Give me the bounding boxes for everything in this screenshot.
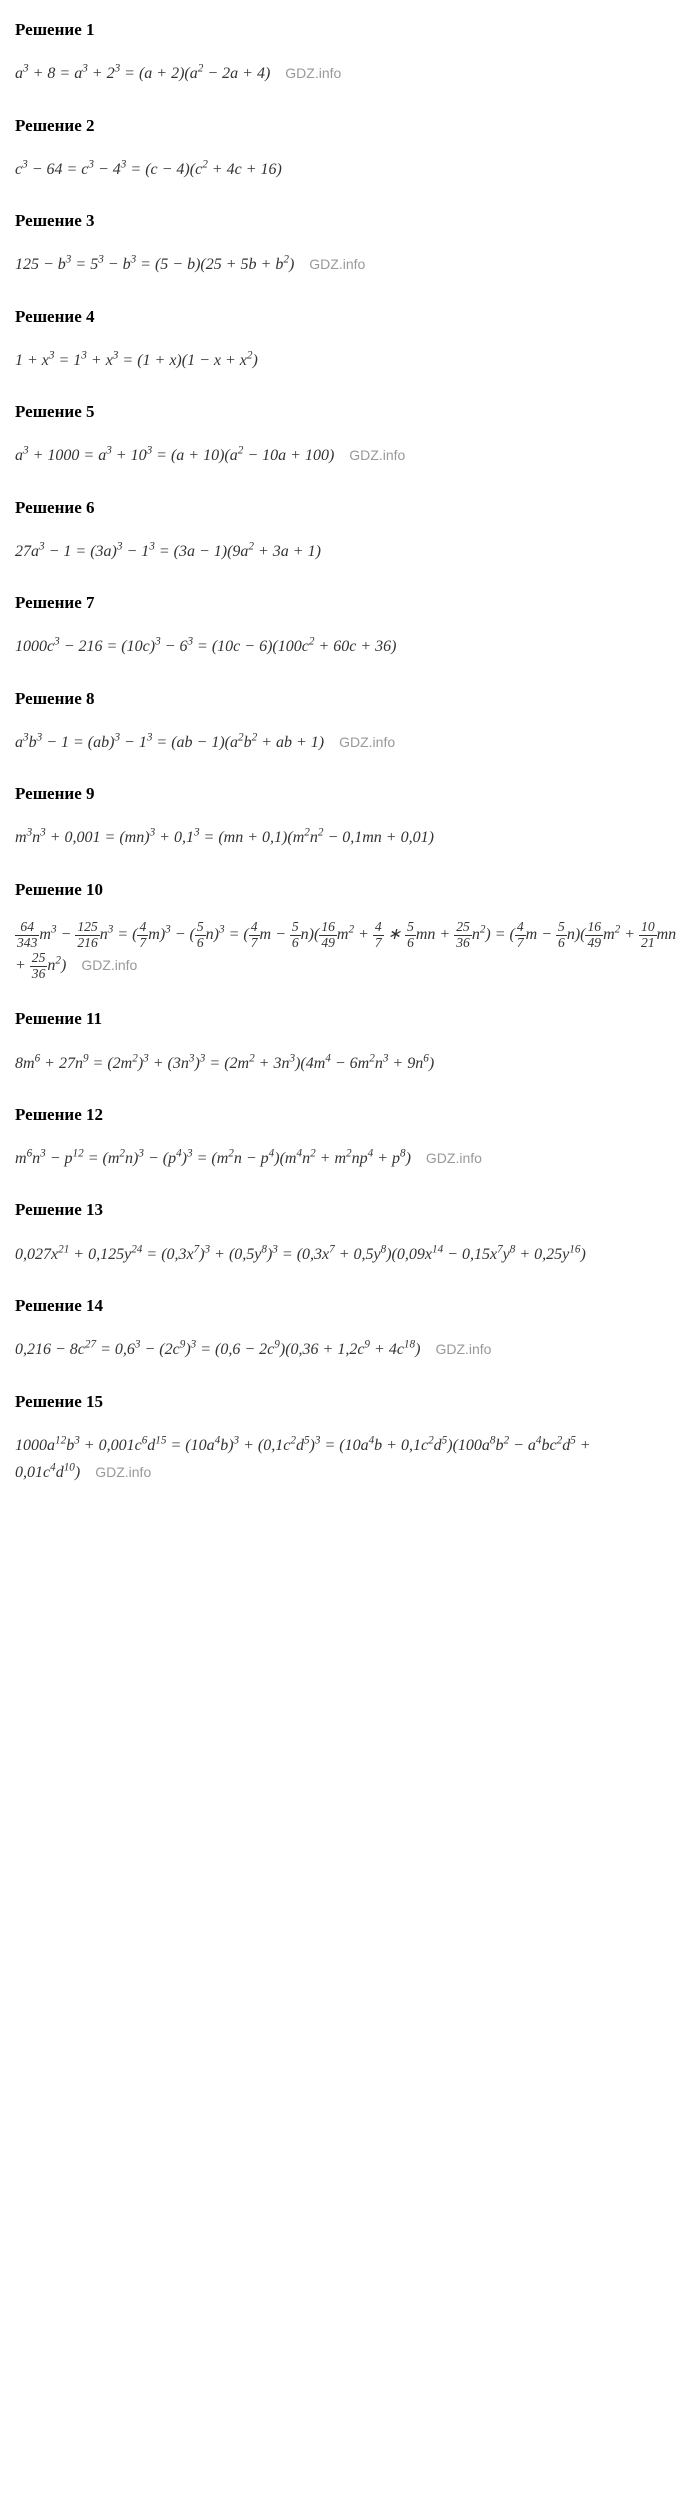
solution-heading: Решение 2 <box>15 116 682 136</box>
watermark-label: GDZ.info <box>339 734 395 750</box>
solution-heading: Решение 14 <box>15 1296 682 1316</box>
formula-text: a3 + 1000 = a3 + 103 = (a + 10)(a2 − 10a… <box>15 447 334 464</box>
formula-row: 125 − b3 = 53 − b3 = (5 − b)(25 + 5b + b… <box>15 251 682 279</box>
watermark-label: GDZ.info <box>435 1341 491 1357</box>
solution-section: Решение 10 64343m3 − 125216n3 = (47m)3 − … <box>15 880 682 982</box>
solution-heading: Решение 11 <box>15 1009 682 1029</box>
solution-section: Решение 4 1 + x3 = 13 + x3 = (1 + x)(1 − … <box>15 307 682 375</box>
formula-text: a3b3 − 1 = (ab)3 − 13 = (ab − 1)(a2b2 + … <box>15 734 324 751</box>
solution-heading: Решение 4 <box>15 307 682 327</box>
solution-section: Решение 1 a3 + 8 = a3 + 23 = (a + 2)(a2 −… <box>15 20 682 88</box>
solution-section: Решение 14 0,216 − 8c27 = 0,63 − (2c9)3 =… <box>15 1296 682 1364</box>
solution-heading: Решение 3 <box>15 211 682 231</box>
solution-heading: Решение 12 <box>15 1105 682 1125</box>
formula-text: 0,216 − 8c27 = 0,63 − (2c9)3 = (0,6 − 2c… <box>15 1341 420 1358</box>
watermark-label: GDZ.info <box>426 1150 482 1166</box>
solution-section: Решение 9 m3n3 + 0,001 = (mn)3 + 0,13 = (… <box>15 784 682 852</box>
solutions-container: Решение 1 a3 + 8 = a3 + 23 = (a + 2)(a2 −… <box>15 20 682 1487</box>
solution-heading: Решение 5 <box>15 402 682 422</box>
watermark-label: GDZ.info <box>309 256 365 272</box>
formula-row: a3b3 − 1 = (ab)3 − 13 = (ab − 1)(a2b2 + … <box>15 729 682 757</box>
watermark-label: GDZ.info <box>95 1464 151 1480</box>
formula-text: c3 − 64 = c3 − 43 = (c − 4)(c2 + 4c + 16… <box>15 161 282 178</box>
solution-section: Решение 6 27a3 − 1 = (3a)3 − 13 = (3a − 1… <box>15 498 682 566</box>
solution-heading: Решение 6 <box>15 498 682 518</box>
watermark-label: GDZ.info <box>285 65 341 81</box>
solution-section: Решение 3 125 − b3 = 53 − b3 = (5 − b)(25… <box>15 211 682 279</box>
solution-section: Решение 5 a3 + 1000 = a3 + 103 = (a + 10)… <box>15 402 682 470</box>
formula-text: 1 + x3 = 13 + x3 = (1 + x)(1 − x + x2) <box>15 352 258 369</box>
formula-row: 0,027x21 + 0,125y24 = (0,3x7)3 + (0,5y8)… <box>15 1240 682 1268</box>
formula-text: 27a3 − 1 = (3a)3 − 13 = (3a − 1)(9a2 + 3… <box>15 543 321 560</box>
watermark-label: GDZ.info <box>349 447 405 463</box>
formula-row: a3 + 1000 = a3 + 103 = (a + 10)(a2 − 10a… <box>15 442 682 470</box>
formula-text: 8m6 + 27n9 = (2m2)3 + (3n3)3 = (2m2 + 3n… <box>15 1055 434 1072</box>
formula-row: 1000c3 − 216 = (10c)3 − 63 = (10c − 6)(1… <box>15 633 682 661</box>
watermark-label: GDZ.info <box>81 957 137 973</box>
formula-text: a3 + 8 = a3 + 23 = (a + 2)(a2 − 2a + 4) <box>15 65 270 82</box>
formula-row: 1 + x3 = 13 + x3 = (1 + x)(1 − x + x2) <box>15 347 682 375</box>
solution-heading: Решение 8 <box>15 689 682 709</box>
solution-heading: Решение 9 <box>15 784 682 804</box>
solution-heading: Решение 10 <box>15 880 682 900</box>
solution-heading: Решение 1 <box>15 20 682 40</box>
solution-heading: Решение 13 <box>15 1200 682 1220</box>
solution-section: Решение 13 0,027x21 + 0,125y24 = (0,3x7)3… <box>15 1200 682 1268</box>
formula-row: m3n3 + 0,001 = (mn)3 + 0,13 = (mn + 0,1)… <box>15 824 682 852</box>
solution-section: Решение 11 8m6 + 27n9 = (2m2)3 + (3n3)3 =… <box>15 1009 682 1077</box>
solution-section: Решение 15 1000a12b3 + 0,001c6d15 = (10a4… <box>15 1392 682 1487</box>
formula-row: 27a3 − 1 = (3a)3 − 13 = (3a − 1)(9a2 + 3… <box>15 538 682 566</box>
formula-text: 1000c3 − 216 = (10c)3 − 63 = (10c − 6)(1… <box>15 638 396 655</box>
formula-row: 1000a12b3 + 0,001c6d15 = (10a4b)3 + (0,1… <box>15 1432 682 1487</box>
formula-row: a3 + 8 = a3 + 23 = (a + 2)(a2 − 2a + 4) G… <box>15 60 682 88</box>
formula-text: m3n3 + 0,001 = (mn)3 + 0,13 = (mn + 0,1)… <box>15 829 434 846</box>
formula-row: 0,216 − 8c27 = 0,63 − (2c9)3 = (0,6 − 2c… <box>15 1336 682 1364</box>
solution-section: Решение 8 a3b3 − 1 = (ab)3 − 13 = (ab − 1… <box>15 689 682 757</box>
formula-row: m6n3 − p12 = (m2n)3 − (p4)3 = (m2n − p4)… <box>15 1145 682 1173</box>
formula-row: 8m6 + 27n9 = (2m2)3 + (3n3)3 = (2m2 + 3n… <box>15 1049 682 1077</box>
solution-heading: Решение 15 <box>15 1392 682 1412</box>
solution-section: Решение 12 m6n3 − p12 = (m2n)3 − (p4)3 = … <box>15 1105 682 1173</box>
formula-text: 125 − b3 = 53 − b3 = (5 − b)(25 + 5b + b… <box>15 256 294 273</box>
formula-row: 64343m3 − 125216n3 = (47m)3 − (56n)3 = (… <box>15 920 682 982</box>
formula-row: c3 − 64 = c3 − 43 = (c − 4)(c2 + 4c + 16… <box>15 156 682 184</box>
formula-text: 0,027x21 + 0,125y24 = (0,3x7)3 + (0,5y8)… <box>15 1246 586 1263</box>
formula-text: m6n3 − p12 = (m2n)3 − (p4)3 = (m2n − p4)… <box>15 1150 411 1167</box>
solution-section: Решение 7 1000c3 − 216 = (10c)3 − 63 = (1… <box>15 593 682 661</box>
solution-heading: Решение 7 <box>15 593 682 613</box>
solution-section: Решение 2 c3 − 64 = c3 − 43 = (c − 4)(c2 … <box>15 116 682 184</box>
